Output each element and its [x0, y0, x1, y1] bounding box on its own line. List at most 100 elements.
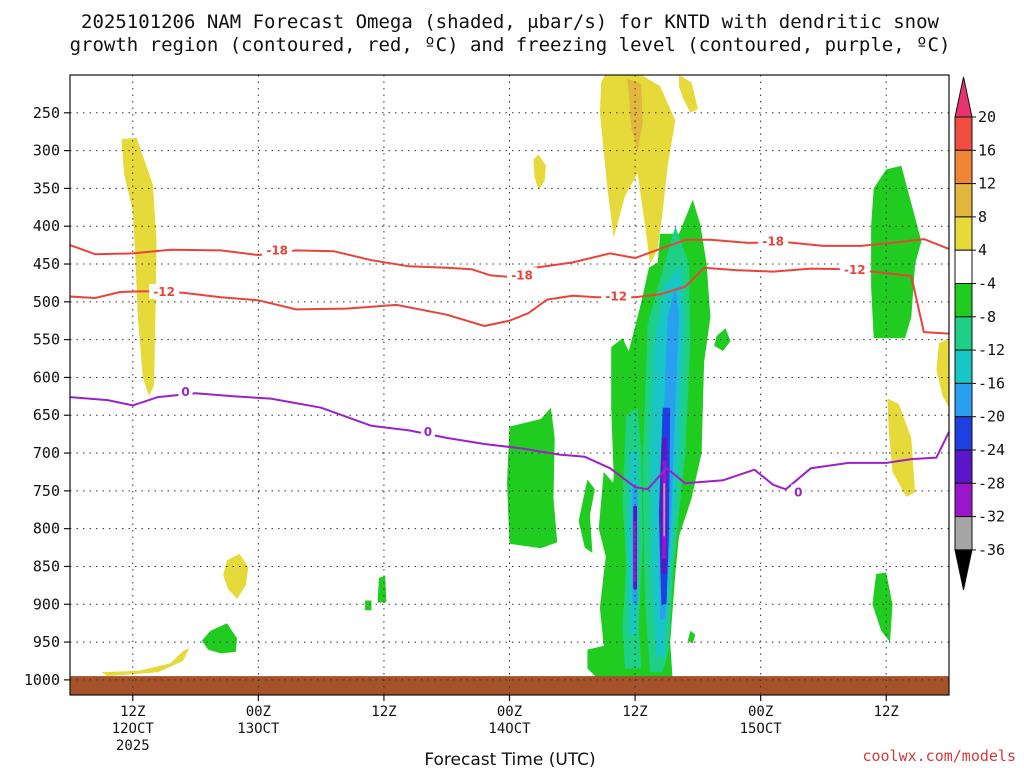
contour-label-bg-dendritic_minus18-1	[507, 267, 538, 283]
omega-region-19	[872, 572, 893, 643]
contour-label-dendritic_minus18-2: -18	[762, 234, 784, 248]
y-tick-label-500: 500	[33, 293, 60, 311]
contour-label-dendritic_minus12-1: -12	[605, 290, 627, 304]
y-tick-label-550: 550	[33, 331, 60, 349]
pressure-axis: 250 300 350 400 450 500 550 600 650 700 750 800 850 9…	[24, 104, 70, 689]
contour-label-dendritic_minus12-0: -12	[153, 285, 175, 299]
y-tick-label-750: 750	[33, 482, 60, 500]
colorbar-bin-4	[954, 216, 973, 251]
temperature-contours: -18 -18 -18 -12 -12 -12 0 0 0	[69, 233, 950, 500]
contour-freezing_0	[69, 392, 950, 491]
colorbar-label-5: -4	[978, 275, 996, 293]
omega-region-18	[871, 165, 922, 339]
omega-region-6	[887, 398, 916, 497]
contour-label-bg-dendritic_minus18-0	[262, 242, 293, 258]
contour-label-freezing_0-2: 0	[794, 485, 802, 499]
omega-region-10	[377, 576, 387, 603]
chart-title-line-2: growth region (contoured, red, ºC) and f…	[70, 34, 951, 56]
colorbar-bin-12	[954, 482, 973, 518]
contour-dendritic_minus12	[69, 266, 950, 335]
y-tick-label-350: 350	[33, 179, 60, 197]
colorbar-label-2: 12	[978, 175, 996, 193]
omega-region-2	[101, 648, 190, 677]
y-tick-label-300: 300	[33, 142, 60, 160]
y-tick-label-250: 250	[33, 104, 60, 122]
colorbar-bin-5	[954, 249, 973, 284]
y-tick-label-600: 600	[33, 368, 60, 386]
colorbar-label-0: 20	[978, 108, 996, 126]
y-tick-label-900: 900	[33, 595, 60, 613]
omega-region-4	[599, 75, 676, 264]
colorbar-label-12: -32	[978, 508, 1005, 526]
x-tick-label-55-0: 00Z	[748, 704, 773, 720]
colorbar-label-11: -28	[978, 474, 1005, 492]
x-tick-label-5-0: 12Z	[120, 704, 145, 720]
omega-region-16	[714, 328, 731, 351]
colorbar-bin-9	[954, 382, 973, 418]
colorbar-bin-8	[954, 349, 973, 384]
colorbar-label-7: -12	[978, 341, 1005, 359]
y-tick-label-850: 850	[33, 557, 60, 575]
contour-label-freezing_0-0: 0	[181, 385, 189, 399]
omega-region-17	[687, 630, 696, 644]
x-tick-label-5-2: 2025	[116, 738, 150, 754]
contour-label-dendritic_minus18-1: -18	[511, 268, 533, 282]
colorbar-label-13: -36	[978, 541, 1005, 559]
y-tick-label-400: 400	[33, 217, 60, 235]
x-tick-label-15-0: 00Z	[246, 704, 271, 720]
colorbar-bin-7	[954, 316, 973, 351]
omega-region-3	[533, 154, 546, 190]
colorbar-label-10: -24	[978, 441, 1005, 459]
x-tick-label-45-0: 12Z	[622, 704, 647, 720]
y-tick-label-450: 450	[33, 255, 60, 273]
colorbar: 20 16 12 8 4 -4 -8 -12 -16 -20 -24 -28 -32 -36	[954, 76, 1005, 591]
omega-region-31	[663, 483, 666, 537]
colorbar-bin-13	[954, 516, 973, 551]
terrain-band	[70, 676, 949, 695]
omega-region-5	[679, 75, 698, 113]
y-tick-label-950: 950	[33, 633, 60, 651]
colorbar-bin-14	[954, 549, 973, 591]
contour-label-bg-dendritic_minus12-1	[601, 288, 632, 304]
y-tick-label-700: 700	[33, 444, 60, 462]
colorbar-bin-11	[954, 449, 973, 484]
watermark-text: coolwx.com/models	[862, 747, 1016, 765]
contour-label-freezing_0-1: 0	[424, 425, 432, 439]
x-tick-label-35-0: 00Z	[497, 704, 522, 720]
contour-label-dendritic_minus12-2: -12	[844, 263, 866, 277]
x-axis-label: Forecast Time (UTC)	[424, 750, 595, 768]
colorbar-bin-3	[954, 183, 973, 218]
omega-region-12	[507, 407, 558, 549]
colorbar-bin-1	[954, 116, 973, 151]
colorbar-label-6: -8	[978, 308, 996, 326]
colorbar-label-4: 4	[978, 241, 987, 259]
contour-label-bg-dendritic_minus12-2	[839, 262, 870, 278]
omega-region-7	[936, 338, 949, 408]
omega-region-9	[201, 623, 237, 654]
colorbar-label-3: 8	[978, 208, 987, 226]
chart-title-line-1: 2025101206 NAM Forecast Omega (shaded, μ…	[81, 11, 939, 33]
x-tick-label-65-0: 12Z	[874, 704, 899, 720]
colorbar-label-9: -20	[978, 408, 1005, 426]
omega-region-13	[578, 479, 595, 553]
colorbar-bin-10	[954, 416, 973, 451]
contour-label-bg-dendritic_minus12-0	[149, 284, 180, 299]
x-tick-label-55-1: 15OCT	[740, 721, 783, 737]
contour-label-bg-dendritic_minus18-2	[758, 233, 789, 249]
x-tick-label-35-1: 14OCT	[488, 721, 531, 737]
contour-label-bg-freezing_0-2	[791, 484, 806, 500]
y-tick-label-1000: 1000	[24, 671, 60, 689]
omega-shading	[101, 75, 949, 680]
x-tick-label-5-1: 12OCT	[112, 721, 155, 737]
x-tick-label-25-0: 12Z	[371, 704, 396, 720]
y-tick-label-800: 800	[33, 520, 60, 538]
contour-label-bg-freezing_0-1	[420, 423, 435, 439]
omega-region-11	[365, 600, 372, 611]
y-tick-label-650: 650	[33, 406, 60, 424]
contour-label-dendritic_minus18-0: -18	[266, 243, 288, 257]
colorbar-label-1: 16	[978, 141, 996, 159]
x-tick-label-15-1: 13OCT	[237, 721, 280, 737]
colorbar-bin-2	[954, 149, 973, 185]
